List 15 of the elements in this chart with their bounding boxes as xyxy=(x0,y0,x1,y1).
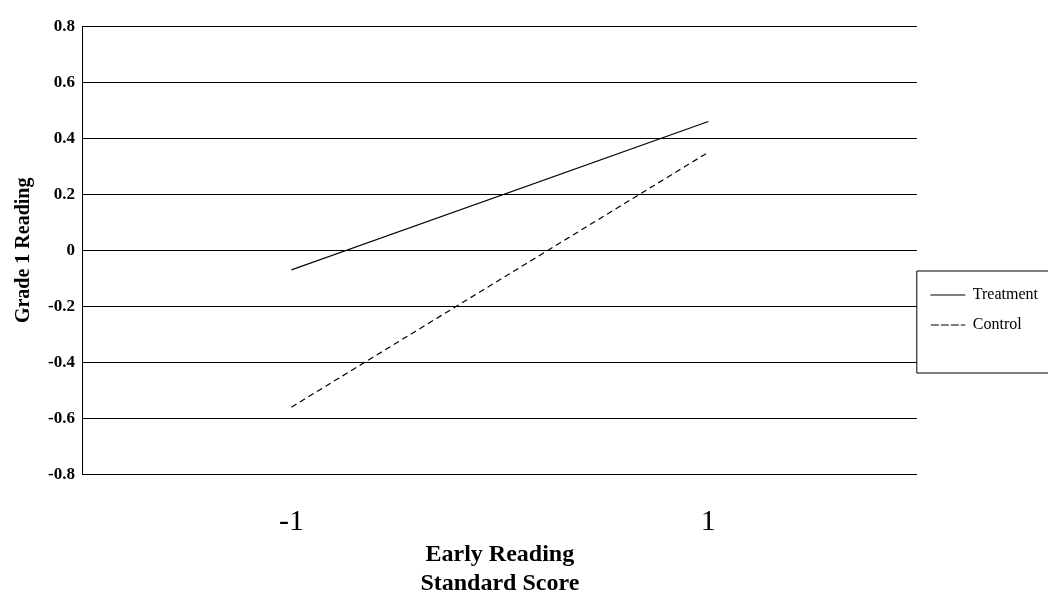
y-tick-label: -0.8 xyxy=(47,463,75,483)
y-axis-title: Grade 1 Reading xyxy=(11,177,35,324)
y-tick-label: 0.4 xyxy=(53,127,76,147)
legend-label: Treatment xyxy=(972,285,1039,303)
y-tick-label: 0.2 xyxy=(53,183,75,203)
y-tick-label: 0.8 xyxy=(53,15,75,35)
x-tick-label: -1 xyxy=(278,503,304,537)
x-tick-label: 1 xyxy=(700,503,716,537)
y-tick-label: -0.4 xyxy=(47,351,76,371)
y-tick-label: -0.6 xyxy=(47,407,75,427)
x-axis-title: Early Reading Standard Score xyxy=(420,540,580,595)
legend-label: Control xyxy=(972,315,1023,333)
y-tick-label: -0.2 xyxy=(47,295,75,315)
y-tick-label: 0.6 xyxy=(53,71,75,91)
y-tick-label: 0 xyxy=(66,239,75,259)
